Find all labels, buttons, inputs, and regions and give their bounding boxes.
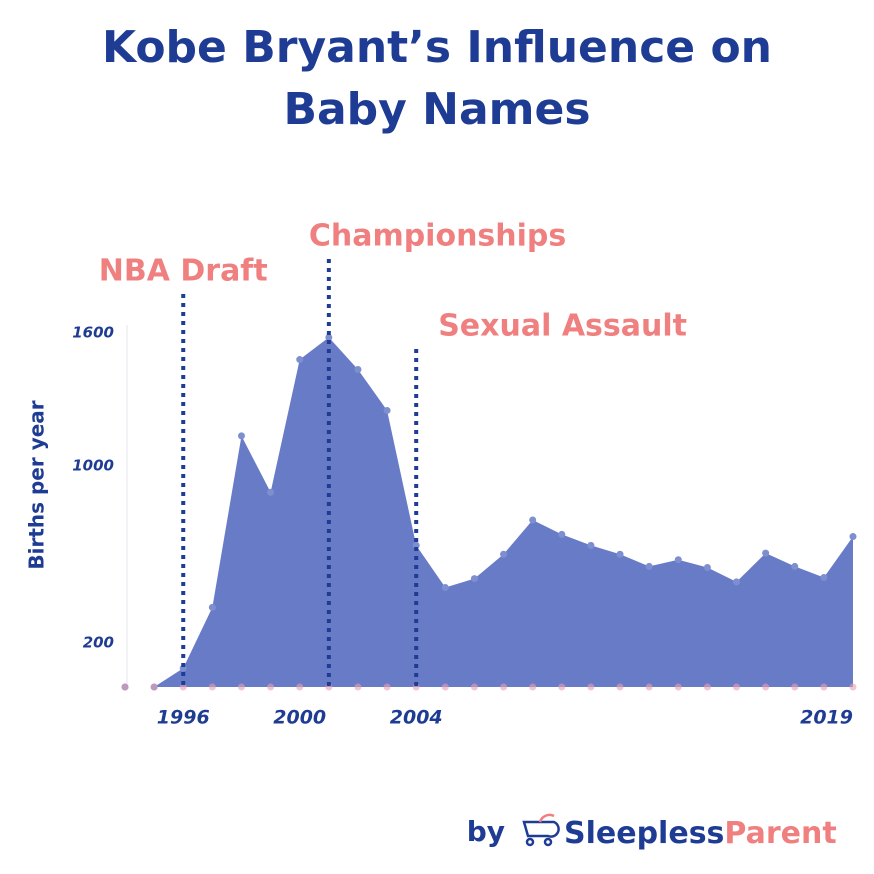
baseline-dot (441, 683, 449, 691)
data-point (762, 549, 770, 557)
baseline-dot (267, 683, 275, 691)
baseline-dot (820, 683, 828, 691)
credit-brand: SleeplessParent (564, 816, 837, 851)
baseline-dot (616, 683, 624, 691)
baseline-dot (296, 683, 304, 691)
logo-icon (522, 813, 560, 847)
baseline-dot (208, 683, 216, 691)
baseline-dot (150, 683, 158, 691)
baseline-dot (645, 683, 653, 691)
data-point (791, 562, 799, 570)
brand-part: Sleepless (564, 816, 724, 851)
area (125, 337, 853, 687)
baseline-dot (500, 683, 508, 691)
credit-prefix: by (467, 815, 505, 848)
data-point (296, 356, 304, 364)
data-point (674, 556, 682, 564)
baseline-dot (703, 683, 711, 691)
data-point (849, 533, 857, 541)
y-tick-label: 200 (83, 633, 114, 651)
data-point (441, 583, 449, 591)
data-point (529, 516, 537, 524)
baseline-dot (121, 683, 129, 691)
x-tick-label: 2004 (390, 707, 443, 729)
brand-part: Parent (724, 816, 836, 851)
baseline-dot (791, 683, 799, 691)
data-point (703, 564, 711, 572)
baseline-dot (179, 683, 187, 691)
baseline-dot (849, 683, 857, 691)
chart-title: Kobe Bryant’s Influence on (102, 22, 772, 73)
y-tick-label: 1600 (72, 324, 114, 342)
chart-title: Baby Names (283, 84, 590, 135)
baseline-dot (558, 683, 566, 691)
baseline-dot (237, 683, 245, 691)
x-tick-label: 2000 (273, 707, 326, 729)
baseline-dot (354, 683, 362, 691)
baseline-dot (470, 683, 478, 691)
data-point (208, 603, 216, 611)
data-point (500, 550, 508, 558)
data-point (820, 573, 828, 581)
baseline-dot (762, 683, 770, 691)
data-point (558, 530, 566, 538)
baseline-dot (383, 683, 391, 691)
baseline-dot (733, 683, 741, 691)
data-point (587, 541, 595, 549)
baseline-dot (529, 683, 537, 691)
y-tick-label: 1000 (72, 456, 114, 474)
data-point (325, 333, 333, 341)
x-tick-label: 1996 (157, 707, 210, 729)
data-point (383, 406, 391, 414)
data-point (645, 562, 653, 570)
baseline-dot (674, 683, 682, 691)
baseline-dot (587, 683, 595, 691)
data-point (616, 550, 624, 558)
data-point (237, 432, 245, 440)
y-axis-label: Births per year (25, 400, 49, 569)
annotation-label: NBA Draft (99, 254, 268, 289)
data-point (470, 575, 478, 583)
annotation-label: Championships (309, 219, 566, 254)
data-point (354, 366, 362, 374)
annotation-label: Sexual Assault (438, 309, 687, 344)
x-tick-label: 2019 (800, 707, 853, 729)
data-point (267, 488, 275, 496)
data-point (733, 578, 741, 586)
